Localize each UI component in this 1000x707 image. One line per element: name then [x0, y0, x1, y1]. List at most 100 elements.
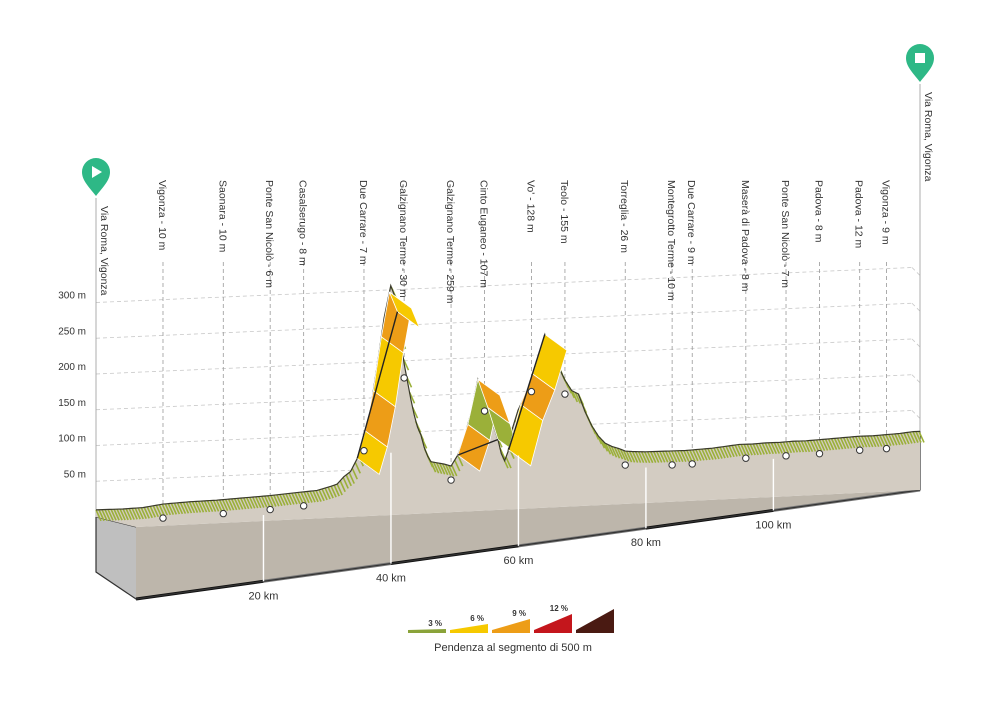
surface-hatch [348, 472, 355, 484]
surface-hatch [815, 439, 823, 452]
x-tick-label: 80 km [631, 537, 661, 549]
surface-hatch [221, 499, 229, 511]
surface-hatch [710, 447, 717, 460]
surface-hatch [143, 507, 150, 519]
waypoint-label: Teolo - 155 m [558, 180, 570, 244]
surface-hatch [188, 501, 196, 514]
x-tick-label: 40 km [376, 573, 406, 585]
surface-hatch [182, 501, 190, 514]
surface-hatch [315, 490, 322, 502]
waypoint-label: Saonara - 10 m [216, 180, 228, 253]
surface-hatch [574, 392, 582, 404]
surface-hatch [649, 451, 657, 463]
surface-hatch [288, 493, 295, 505]
surface-hatch [131, 507, 138, 520]
surface-hatch [888, 434, 895, 446]
surface-hatch [604, 442, 612, 455]
surface-hatch [689, 449, 696, 462]
y-tick-label: 50 m [64, 469, 86, 480]
surface-hatch [662, 450, 669, 463]
surface-hatch [450, 464, 458, 477]
surface-hatch [622, 450, 630, 462]
surface-hatch [743, 443, 750, 456]
y-grid-end [911, 374, 921, 384]
legend-value: 9 % [512, 609, 526, 618]
surface-hatch [170, 503, 178, 515]
surface-hatch [845, 436, 853, 449]
surface-hatch [704, 448, 711, 461]
surface-hatch [791, 440, 799, 453]
surface-hatch [637, 451, 645, 464]
surface-hatch [203, 500, 211, 513]
surface-hatch [336, 483, 343, 496]
surface-hatch [212, 500, 220, 512]
surface-hatch [110, 509, 117, 521]
y-tick-label: 250 m [58, 326, 86, 337]
surface-hatch [640, 451, 648, 464]
surface-hatch [134, 507, 141, 520]
surface-hatch [155, 504, 163, 517]
waypoint-label: Galzignano Terme - 259 m [444, 180, 456, 304]
surface-hatch [619, 448, 627, 461]
waypoint-marker [688, 460, 696, 468]
surface-hatch [879, 434, 886, 447]
surface-hatch [918, 431, 925, 443]
surface-hatch [505, 456, 512, 469]
y-grid-end [911, 302, 921, 312]
waypoint-label: Maserà di Padova - 8 m [739, 180, 751, 292]
surface-hatch [610, 445, 618, 458]
x-tick-label: 60 km [503, 555, 533, 567]
surface-hatch [444, 464, 452, 476]
waypoint-marker [159, 514, 167, 522]
waypoint-label: Cinto Euganeo - 107 m [478, 180, 490, 288]
surface-hatch [752, 443, 759, 456]
surface-hatch [749, 443, 756, 456]
waypoint-marker [219, 509, 227, 518]
surface-hatch [839, 437, 847, 450]
waypoint-label: Ponte San Nicolò - 7 m [779, 180, 791, 288]
legend-value: 12 % [550, 604, 568, 613]
surface-hatch [457, 454, 464, 467]
waypoint-label: Torreglia - 26 m [618, 180, 630, 253]
waypoint-marker [480, 407, 489, 415]
surface-hatch [454, 459, 461, 472]
surface-hatch [339, 480, 346, 493]
surface-hatch [737, 444, 744, 456]
surface-hatch [776, 442, 784, 454]
surface-hatch [258, 496, 265, 508]
surface-hatch [897, 433, 904, 445]
surface-hatch [719, 446, 726, 459]
waypoint-guides [95, 84, 921, 519]
surface-hatch [571, 390, 579, 403]
surface-hatch [725, 445, 732, 458]
legend-swatch [450, 624, 488, 633]
surface-hatch [677, 450, 684, 463]
surface-hatch [836, 437, 844, 450]
surface-hatch [912, 431, 919, 443]
waypoint-label: Due Carrare - 7 m [357, 180, 369, 265]
surface-hatch [812, 439, 820, 452]
surface-hatch [794, 440, 802, 453]
surface-hatch [746, 443, 753, 456]
surface-hatch [167, 503, 175, 515]
surface-hatch [113, 508, 120, 521]
surface-hatch [628, 451, 636, 463]
surface-hatch [246, 497, 253, 509]
surface-hatch [435, 462, 443, 475]
surface-hatch [652, 451, 660, 463]
surface-hatch [686, 450, 693, 462]
surface-hatch [894, 433, 901, 446]
surface-hatch [876, 435, 883, 447]
y-tick-label: 300 m [58, 291, 86, 302]
waypoint-marker [360, 447, 368, 455]
start-marker-pin [82, 158, 110, 196]
surface-hatch [767, 442, 774, 455]
surface-hatch [249, 496, 256, 509]
surface-hatch [270, 495, 277, 507]
surface-hatch [803, 440, 811, 453]
surface-hatch [441, 463, 449, 476]
climb-gradients [356, 291, 568, 476]
surface-hatch [818, 439, 826, 451]
y-grid-line [95, 267, 913, 303]
